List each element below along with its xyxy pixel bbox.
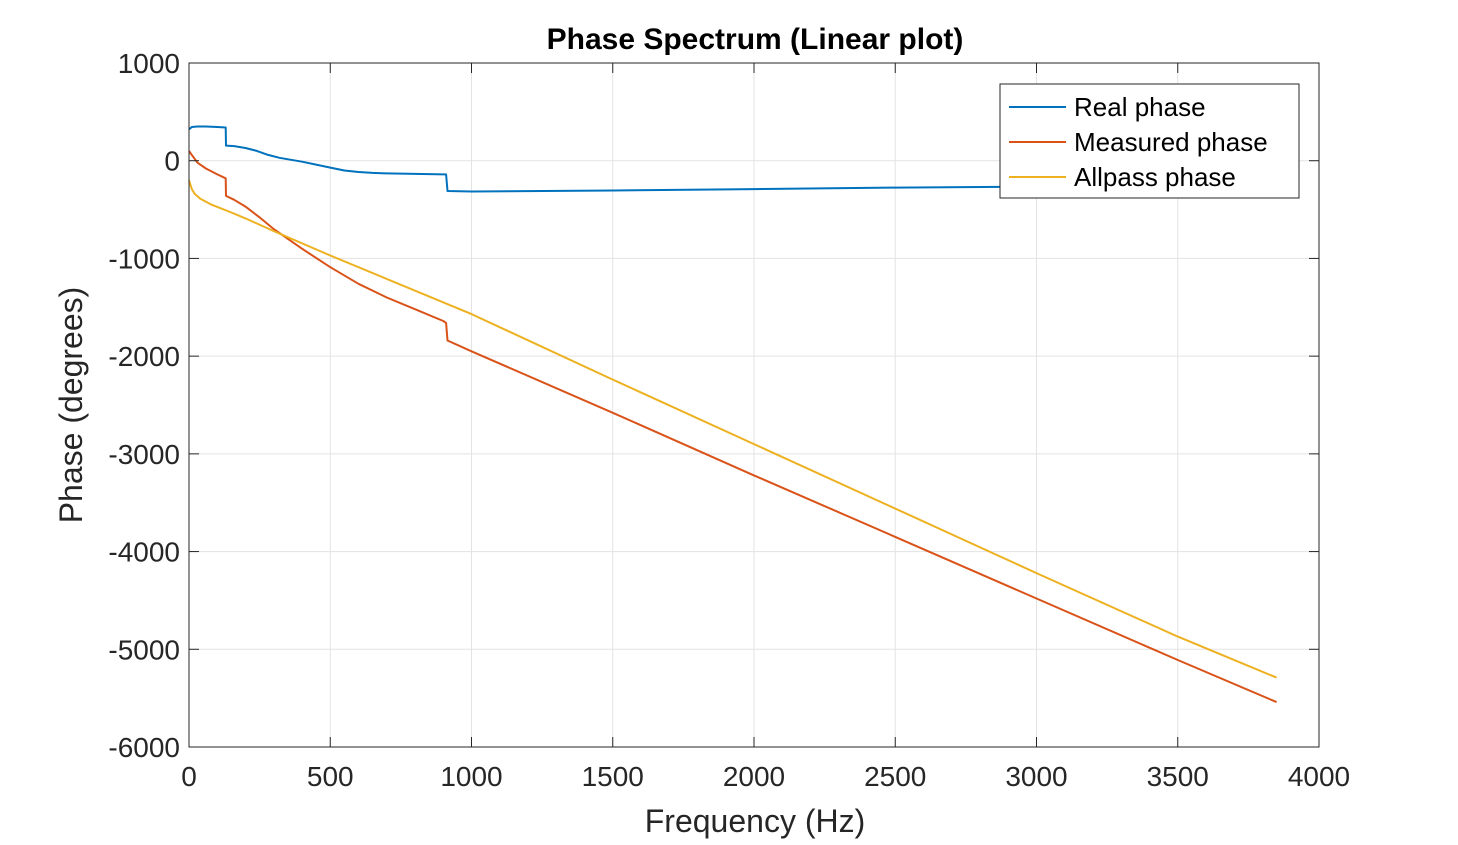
x-tick-label: 500 [307,761,354,792]
legend: Real phase Measured phase Allpass phase [999,83,1300,199]
chart-title: Phase Spectrum (Linear plot) [547,23,964,56]
x-tick-label: 1500 [582,761,644,792]
legend-entry-label: Allpass phase [1074,162,1236,192]
y-tick-label: 1000 [118,48,180,79]
axis-ticks: 0 500 1000 1500 2000 2500 3000 3500 4000 1000 0 -10… [108,48,1350,792]
x-tick-label: 3000 [1005,761,1067,792]
y-axis-label: Phase (degrees) [53,287,89,524]
y-tick-label: -5000 [108,634,180,665]
x-tick-label: 2500 [864,761,926,792]
y-tick-label: 0 [164,146,180,177]
x-tick-label: 0 [181,761,197,792]
x-tick-label: 1000 [440,761,502,792]
y-tick-label: -2000 [108,341,180,372]
x-tick-label: 3500 [1147,761,1209,792]
series-line-measured-phase [188,150,1277,704]
x-tick-label: 2000 [723,761,785,792]
y-tick-label: -4000 [108,537,180,568]
legend-entry-label: Real phase [1074,92,1206,122]
series-line-real-phase [188,125,1277,193]
legend-entry-label: Measured phase [1074,127,1268,157]
series-lines [188,125,1277,704]
x-axis-label: Frequency (Hz) [645,803,866,839]
x-tick-label: 4000 [1288,761,1350,792]
y-tick-label: -6000 [108,732,180,763]
series-line-allpass-phase [188,179,1277,679]
y-tick-label: -1000 [108,243,180,274]
y-tick-label: -3000 [108,439,180,470]
